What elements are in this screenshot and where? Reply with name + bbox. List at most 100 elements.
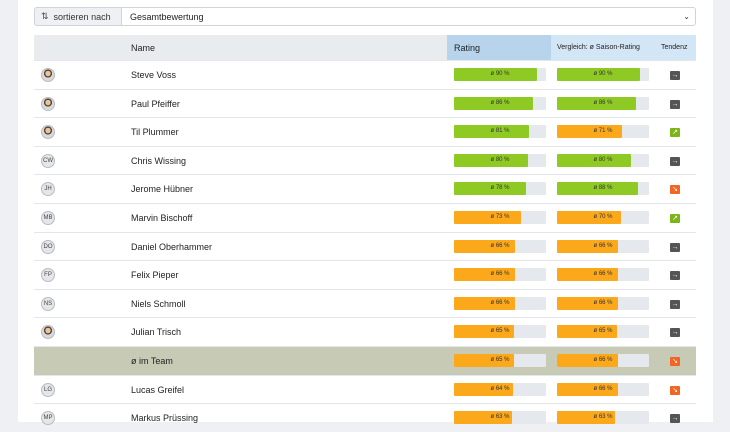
table-row[interactable]: DO Daniel Oberhammer ø 66 % ø 66 % →: [34, 231, 696, 261]
player-name[interactable]: Daniel Oberhammer: [131, 241, 213, 252]
player-name[interactable]: Steve Voss: [131, 70, 177, 80]
trend-arrow-right-icon: →: [670, 414, 680, 424]
player-name[interactable]: Paul Pfeiffer: [131, 98, 180, 109]
trend-arrow-up-right-icon: ↗: [670, 128, 680, 138]
compare-bar-label: ø 66 %: [593, 357, 613, 363]
trend-arrow-right-icon: →: [670, 299, 680, 309]
compare-bar: ø 70 %: [557, 211, 649, 224]
compare-bar: ø 66 %: [557, 239, 649, 253]
compare-bar: ø 80 %: [557, 153, 649, 167]
player-name[interactable]: ø im Team: [131, 356, 173, 366]
sort-label: ⇅ sortieren nach: [34, 7, 122, 26]
rating-bar: ø 86 %: [454, 96, 546, 110]
trend-arrow-right-icon: →: [670, 99, 680, 109]
rating-bar-fill: [454, 382, 513, 396]
compare-bar-label: ø 66 %: [593, 385, 613, 392]
rating-bar: ø 65 %: [454, 325, 546, 339]
player-name[interactable]: Til Plummer: [131, 127, 179, 138]
compare-bar-label: ø 80 %: [593, 156, 613, 163]
rating-bar-label: ø 66 %: [490, 242, 510, 249]
trend-arrow-down-right-icon: ↘: [670, 357, 680, 366]
table-row[interactable]: NS Niels Schmoll ø 66 % ø 66 % →: [34, 288, 696, 318]
table-row[interactable]: Steve Voss ø 90 % ø 90 % →: [34, 60, 696, 89]
rating-header-bg: [447, 35, 551, 60]
compare-bar: ø 86 %: [557, 96, 649, 110]
avatar: MB: [41, 211, 55, 225]
rating-bar-label: ø 86 %: [490, 99, 510, 106]
sort-bar: ⇅ sortieren nach Gesamtbewertung ⌄: [34, 7, 696, 26]
compare-bar: ø 66 %: [557, 296, 649, 310]
table-row[interactable]: FP Felix Pieper ø 66 % ø 66 % →: [34, 260, 696, 289]
avatar: JH: [41, 182, 55, 197]
rating-bar: ø 66 %: [454, 239, 546, 253]
player-name[interactable]: Jerome Hübner: [131, 184, 194, 195]
compare-bar-fill: [557, 211, 622, 224]
player-name[interactable]: Lucas Greifel: [131, 384, 185, 395]
avatar: [41, 325, 55, 340]
player-name[interactable]: Chris Wissing: [131, 155, 187, 166]
compare-bar-fill: [557, 382, 618, 396]
table-row[interactable]: Paul Pfeiffer ø 86 % ø 86 % →: [34, 88, 696, 118]
compare-bar-label: ø 90 %: [593, 71, 613, 77]
avatar: CW: [41, 153, 55, 168]
team-average-row[interactable]: ø im Team ø 65 % ø 66 % ↘: [34, 346, 696, 375]
compare-bar-label: ø 70 %: [593, 214, 613, 220]
player-name[interactable]: Markus Prüssing: [131, 413, 199, 424]
table-header: Name Rating Vergleich: ø Saison-Rating T…: [34, 35, 696, 60]
table-row[interactable]: JH Jerome Hübner ø 78 % ø 88 % ↘: [34, 174, 696, 203]
table-row[interactable]: LG Lucas Greifel ø 64 % ø 66 % ↘: [34, 374, 696, 404]
rating-bar-fill: [454, 354, 514, 367]
compare-bar-fill: [557, 296, 618, 310]
trend-arrow-down-right-icon: ↘: [670, 385, 680, 395]
table-row[interactable]: Julian Trisch ø 65 % ø 65 % →: [34, 317, 696, 346]
trend-arrow-down-right-icon: ↘: [670, 185, 680, 195]
rating-bar: ø 64 %: [454, 382, 546, 396]
table-row[interactable]: CW Chris Wissing ø 80 % ø 80 % →: [34, 145, 696, 175]
compare-bar: ø 66 %: [557, 382, 649, 396]
compare-bar-fill: [557, 125, 623, 139]
header-rating[interactable]: Rating: [454, 43, 481, 53]
rating-bar-label: ø 66 %: [490, 299, 510, 306]
trend-arrow-right-icon: →: [670, 271, 680, 281]
compare-bar-label: ø 63 %: [593, 414, 613, 421]
rating-bar-fill: [454, 325, 514, 339]
compare-bar-label: ø 66 %: [593, 271, 613, 278]
compare-bar-fill: [557, 153, 631, 167]
compare-bar: ø 71 %: [557, 125, 649, 139]
compare-header-bg: [551, 35, 655, 60]
rating-bar: ø 63 %: [454, 411, 546, 425]
player-name[interactable]: Julian Trisch: [131, 327, 182, 338]
rating-bar-label: ø 90 %: [490, 71, 510, 77]
compare-bar-label: ø 66 %: [593, 242, 613, 249]
header-trend: Tendenz: [661, 44, 688, 51]
trend-arrow-up-right-icon: ↗: [670, 214, 680, 223]
compare-bar: ø 66 %: [557, 268, 649, 282]
compare-bar-fill: [557, 239, 618, 253]
compare-bar-fill: [557, 96, 637, 110]
chevron-down-icon: ⌄: [683, 12, 690, 21]
sort-label-text: sortieren nach: [53, 11, 111, 22]
sort-select[interactable]: Gesamtbewertung ⌄: [122, 7, 696, 26]
table-row[interactable]: MB Marvin Bischoff ø 73 % ø 70 % ↗: [34, 203, 696, 232]
rating-bar-fill: [454, 296, 515, 310]
rating-bar-label: ø 78 %: [490, 185, 510, 192]
header-name[interactable]: Name: [131, 43, 156, 53]
rating-bar-fill: [454, 239, 515, 253]
player-name[interactable]: Marvin Bischoff: [131, 213, 193, 223]
table-row[interactable]: MP Markus Prüssing ø 63 % ø 63 % →: [34, 403, 696, 432]
table-row[interactable]: Til Plummer ø 81 % ø 71 % ↗: [34, 117, 696, 146]
avatar: [41, 96, 55, 111]
player-name[interactable]: Felix Pieper: [131, 270, 179, 281]
header-compare[interactable]: Vergleich: ø Saison-Rating: [557, 44, 640, 51]
sort-icon: ⇅: [41, 11, 49, 21]
rating-bar-fill: [454, 411, 512, 425]
rating-bar: ø 78 %: [454, 182, 546, 196]
compare-bar: ø 90 %: [557, 68, 649, 81]
rating-bar-fill: [454, 96, 534, 110]
rating-bar: ø 73 %: [454, 211, 546, 224]
compare-bar-fill: [557, 354, 618, 367]
compare-bar-fill: [557, 68, 640, 81]
trend-header-bg: [655, 35, 696, 60]
player-name[interactable]: Niels Schmoll: [131, 298, 186, 309]
rating-bar-label: ø 64 %: [490, 385, 510, 392]
